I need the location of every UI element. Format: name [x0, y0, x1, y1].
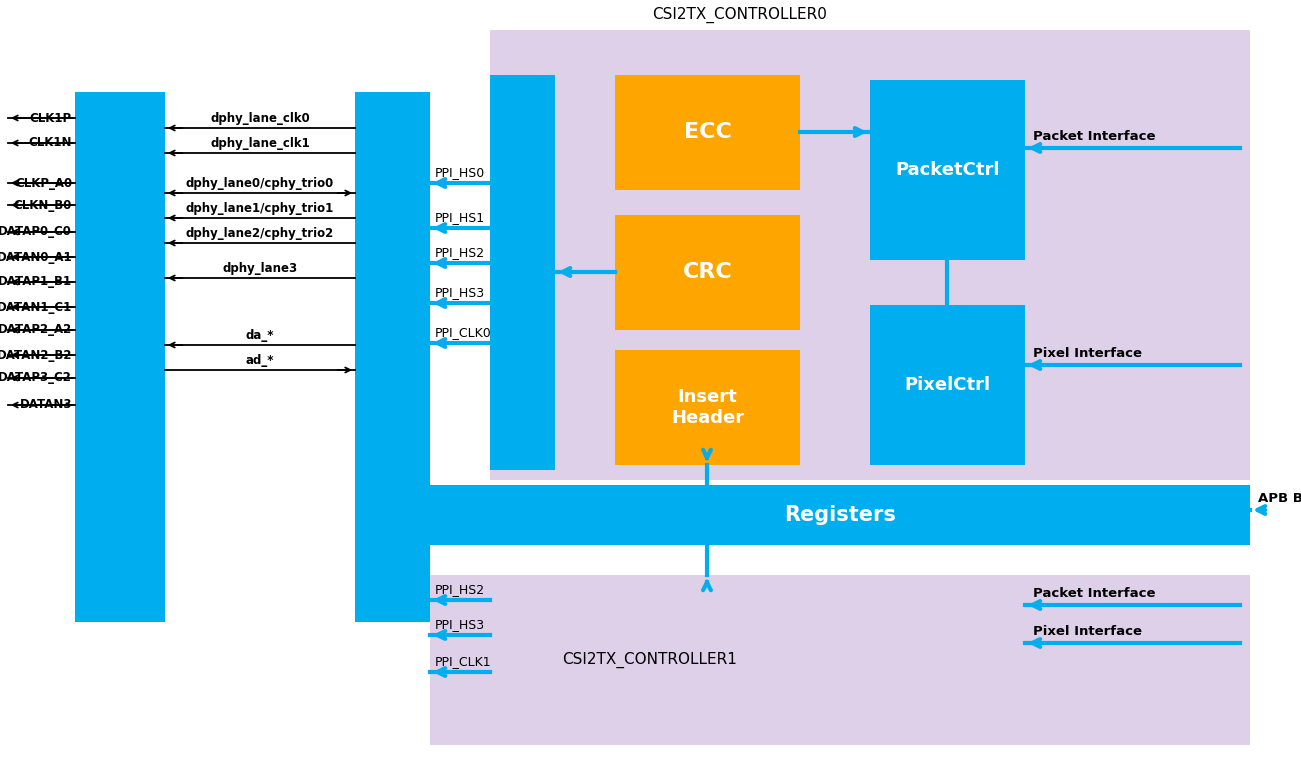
- Text: PPI_HS1: PPI_HS1: [435, 211, 485, 224]
- Text: PPI_CLK1: PPI_CLK1: [435, 655, 492, 668]
- Text: ad_*: ad_*: [246, 354, 275, 367]
- Text: DATAP3_C2: DATAP3_C2: [0, 371, 72, 384]
- Text: Packet Interface: Packet Interface: [1033, 587, 1155, 600]
- Text: CLKP_A0: CLKP_A0: [14, 176, 72, 189]
- Bar: [431, 575, 1250, 745]
- Text: DATAN3: DATAN3: [20, 399, 72, 412]
- Text: PPI_HS3: PPI_HS3: [435, 286, 485, 299]
- Text: DATAN1_C1: DATAN1_C1: [0, 301, 72, 314]
- Text: PPI_HS0: PPI_HS0: [435, 166, 485, 179]
- Text: da_*: da_*: [246, 329, 275, 342]
- Bar: [490, 75, 556, 470]
- Bar: [490, 30, 1250, 480]
- Text: dphy_lane3: dphy_lane3: [222, 262, 298, 275]
- Text: DATAP2_A2: DATAP2_A2: [0, 324, 72, 337]
- Bar: [75, 92, 165, 622]
- Bar: [615, 350, 800, 465]
- Text: Insert
Header: Insert Header: [671, 388, 744, 427]
- Text: CLK1P: CLK1P: [30, 111, 72, 124]
- Text: CSI2TX_CONTROLLER0: CSI2TX_CONTROLLER0: [653, 7, 827, 23]
- Text: Pixel Interface: Pixel Interface: [1033, 347, 1142, 360]
- Bar: [431, 485, 1250, 545]
- Bar: [870, 305, 1025, 465]
- Bar: [615, 215, 800, 330]
- Text: ECC: ECC: [683, 123, 731, 143]
- Text: PPI_HS2: PPI_HS2: [435, 246, 485, 259]
- Text: dphy_lane1/cphy_trio1: dphy_lane1/cphy_trio1: [186, 202, 334, 215]
- Text: Packet Interface: Packet Interface: [1033, 130, 1155, 143]
- Text: DATAP0_C0: DATAP0_C0: [0, 225, 72, 239]
- Text: APB Bus: APB Bus: [1258, 492, 1301, 505]
- Text: DATAN2_B2: DATAN2_B2: [0, 348, 72, 361]
- Text: PixelCtrl: PixelCtrl: [904, 376, 990, 394]
- Text: PPI_HS2: PPI_HS2: [435, 583, 485, 596]
- Text: PPI_HS3: PPI_HS3: [435, 618, 485, 631]
- Text: dphy_lane2/cphy_trio2: dphy_lane2/cphy_trio2: [186, 227, 334, 240]
- Bar: [355, 92, 431, 622]
- Bar: [870, 80, 1025, 260]
- Text: PPI_CLK0: PPI_CLK0: [435, 326, 492, 339]
- Text: CRC: CRC: [683, 262, 732, 282]
- Text: dphy_lane0/cphy_trio0: dphy_lane0/cphy_trio0: [186, 177, 334, 190]
- Text: Registers: Registers: [785, 505, 896, 525]
- Text: CLK1N: CLK1N: [29, 137, 72, 150]
- Text: CSI2TX_CONTROLLER1: CSI2TX_CONTROLLER1: [562, 652, 738, 668]
- Text: dphy_lane_clk0: dphy_lane_clk0: [211, 112, 310, 125]
- Bar: [615, 75, 800, 190]
- Text: DATAP1_B1: DATAP1_B1: [0, 275, 72, 288]
- Text: dphy_lane_clk1: dphy_lane_clk1: [211, 137, 310, 150]
- Text: CLKN_B0: CLKN_B0: [13, 199, 72, 212]
- Text: DATAN0_A1: DATAN0_A1: [0, 251, 72, 264]
- Text: Pixel Interface: Pixel Interface: [1033, 625, 1142, 638]
- Text: PacketCtrl: PacketCtrl: [895, 161, 999, 179]
